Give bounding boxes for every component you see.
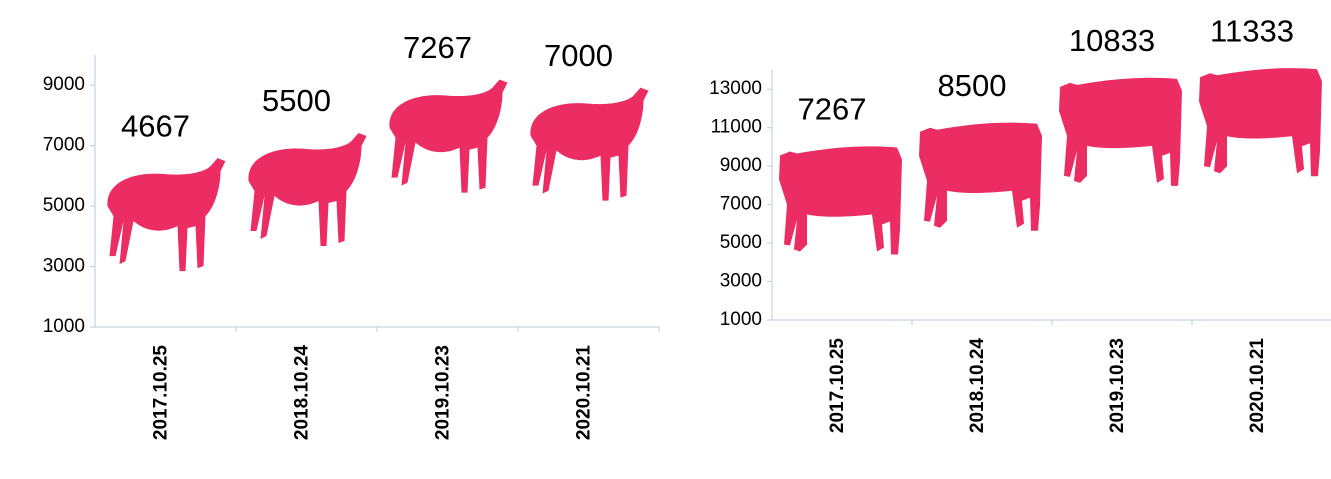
y-tick-label: 1000 (43, 316, 85, 337)
pictogram (1199, 68, 1322, 176)
value-label: 11333 (1210, 13, 1294, 48)
pictogram (389, 80, 507, 193)
x-tick-label: 2019.10.23 (433, 345, 454, 440)
x-tick-label: 2019.10.23 (1107, 338, 1128, 433)
y-tick-label: 7000 (43, 135, 85, 156)
x-tick-label: 2018.10.24 (967, 338, 988, 434)
y-tick-label: 7000 (720, 194, 762, 215)
y-tick-label: 9000 (720, 155, 762, 176)
y-tick-label: 5000 (43, 195, 85, 216)
y-tick-label: 9000 (43, 74, 85, 95)
value-label: 7267 (798, 92, 867, 127)
y-tick-label: 11000 (711, 117, 762, 138)
chart: 1000 3000 5000 7000 9000 2017.10.25 4667 2018.1… (0, 0, 1331, 479)
y-tick-label: 13000 (709, 78, 762, 99)
pictogram (107, 158, 225, 271)
value-label: 7000 (544, 38, 613, 73)
value-label: 7267 (403, 30, 472, 65)
value-label: 8500 (938, 68, 1007, 103)
pictogram (919, 123, 1042, 231)
x-tick-label: 2017.10.25 (827, 338, 848, 434)
pictogram (1059, 78, 1182, 186)
x-tick-label: 2018.10.24 (292, 345, 313, 441)
pictogram (248, 133, 366, 246)
pictogram (530, 88, 648, 201)
y-tick-label: 3000 (43, 256, 85, 277)
pictogram (779, 146, 902, 254)
x-tick-label: 2020.10.21 (574, 345, 595, 441)
value-label: 10833 (1069, 23, 1155, 58)
y-tick-label: 5000 (720, 232, 762, 253)
value-label: 5500 (262, 83, 331, 118)
x-tick-label: 2020.10.21 (1247, 338, 1268, 434)
x-tick-label: 2017.10.25 (151, 345, 172, 441)
y-tick-label: 1000 (720, 309, 762, 330)
y-tick-label: 3000 (720, 271, 762, 292)
value-label: 4667 (121, 108, 190, 143)
